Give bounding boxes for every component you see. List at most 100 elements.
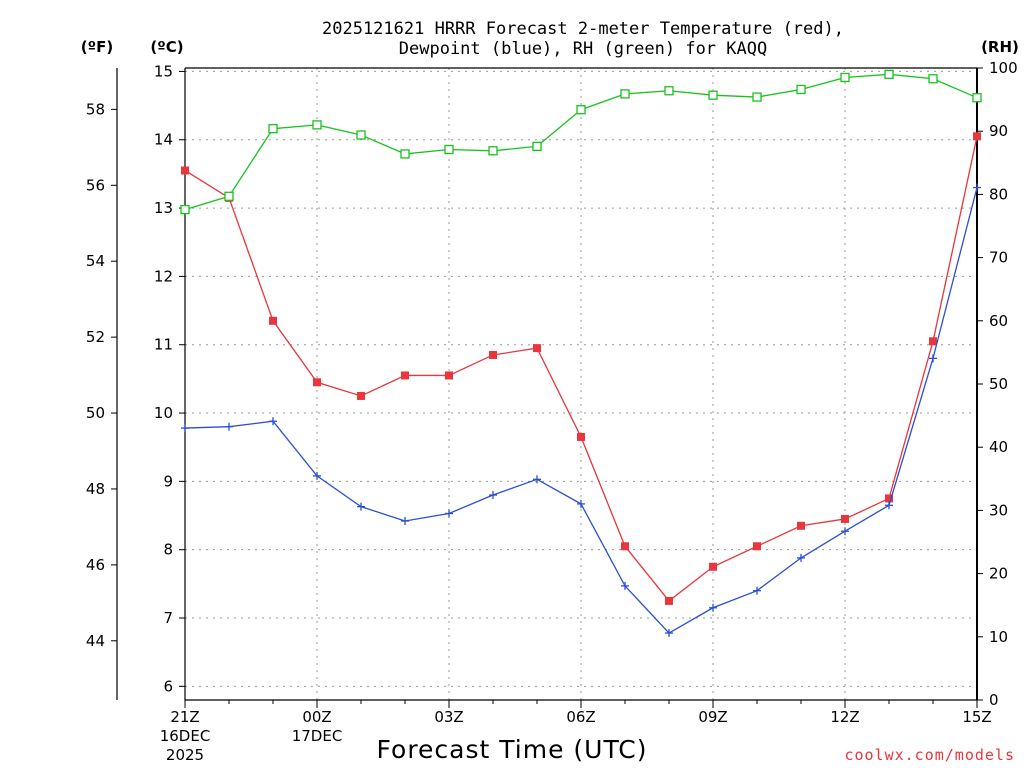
rh-point — [400, 149, 410, 159]
temperature-point — [445, 371, 453, 380]
dewpoint-point — [357, 502, 365, 511]
temperature-point — [885, 494, 893, 503]
celsius-tick-label: 14 — [154, 131, 173, 149]
rh-tick-label: 20 — [989, 565, 1008, 583]
dewpoint-point — [841, 527, 849, 536]
fahrenheit-tick-label: 54 — [86, 252, 105, 270]
temperature-point — [709, 562, 717, 571]
celsius-tick-label: 9 — [163, 472, 173, 490]
rh-tick-label: 60 — [989, 312, 1008, 330]
x-tick-label: 21Z — [170, 708, 199, 726]
axes: 6 7 8 9 10 11 12 13 14 15 44 46 48 50 52 54 56 58 0 10 20 30 4… — [86, 59, 1018, 764]
temperature-point — [401, 371, 409, 380]
rh-unit-label: (RH) — [981, 38, 1019, 56]
celsius-tick-label: 12 — [154, 267, 173, 285]
dewpoint-point — [929, 354, 937, 363]
temperature-point — [313, 378, 321, 387]
rh-point — [224, 191, 234, 201]
x-tick-label: 03Z — [434, 708, 463, 726]
temperature-point — [269, 316, 277, 325]
rh-point — [312, 120, 322, 130]
temperature-point — [357, 391, 365, 400]
rh-tick-label: 50 — [989, 375, 1008, 393]
fahrenheit-tick-label: 48 — [86, 480, 105, 498]
chart-title-line-2: Dewpoint (blue), RH (green) for KAQQ — [399, 39, 767, 59]
fahrenheit-tick-label: 52 — [86, 328, 105, 346]
rh-point — [180, 204, 190, 215]
credit-text: coolwx.com/models — [844, 746, 1015, 764]
dewpoint-point — [665, 629, 673, 638]
rh-tick-label: 90 — [989, 122, 1008, 140]
rh-point — [796, 84, 806, 95]
series — [180, 69, 982, 638]
x-tick-label: 16DEC — [160, 727, 211, 745]
rh-point — [928, 74, 938, 84]
fahrenheit-tick-label: 50 — [86, 404, 105, 422]
dewpoint-point — [225, 422, 233, 431]
gridlines — [185, 68, 977, 700]
dewpoint-point — [797, 553, 805, 562]
rh-tick-label: 80 — [989, 185, 1008, 203]
temperature-point — [929, 337, 937, 346]
rh-point — [444, 144, 454, 155]
x-tick-label: 12Z — [830, 708, 859, 726]
celsius-tick-label: 8 — [163, 541, 173, 559]
fahrenheit-tick-label: 46 — [86, 556, 105, 574]
rh-point — [488, 146, 498, 156]
series-rh — [180, 69, 982, 215]
series-dewpoint — [181, 183, 981, 638]
rh-tick-label: 70 — [989, 249, 1008, 267]
celsius-tick-label: 13 — [154, 199, 173, 217]
dewpoint-point — [489, 491, 497, 500]
temperature-point — [621, 542, 629, 551]
rh-point — [268, 124, 278, 134]
rh-tick-label: 10 — [989, 628, 1008, 646]
celsius-tick-label: 7 — [163, 609, 173, 627]
temperature-point — [665, 596, 673, 605]
temperature-point — [973, 132, 981, 141]
dewpoint-point — [269, 417, 277, 426]
x-tick-label: 17DEC — [292, 727, 343, 745]
x-tick-label: 00Z — [302, 708, 331, 726]
fahrenheit-tick-label: 56 — [86, 176, 105, 194]
dewpoint-point — [181, 424, 189, 433]
x-tick-label: 15Z — [962, 708, 991, 726]
celsius-tick-label: 10 — [154, 404, 173, 422]
rh-point — [664, 86, 674, 96]
celsius-tick-label: 11 — [154, 336, 173, 354]
fahrenheit-tick-label: 44 — [86, 632, 105, 650]
x-tick-label: 2025 — [166, 746, 204, 764]
temperature-point — [841, 514, 849, 523]
celsius-tick-label: 6 — [163, 677, 173, 695]
temperature-point — [181, 166, 189, 175]
rh-point — [884, 69, 894, 79]
rh-tick-label: 40 — [989, 438, 1008, 456]
x-axis-title: Forecast Time (UTC) — [377, 735, 648, 764]
rh-point — [576, 105, 586, 115]
celsius-unit-label: (ºC) — [150, 38, 183, 56]
rh-tick-label: 0 — [989, 691, 999, 709]
rh-point — [532, 141, 542, 152]
fahrenheit-unit-label: (ºF) — [81, 38, 113, 56]
x-tick-label: 06Z — [566, 708, 595, 726]
dewpoint-point — [445, 509, 453, 518]
rh-point — [708, 90, 718, 100]
series-temperature — [181, 132, 981, 605]
dewpoint-point — [973, 183, 981, 192]
dewpoint-point — [753, 586, 761, 595]
temperature-point — [577, 432, 585, 441]
temperature-point — [797, 521, 805, 530]
rh-point — [752, 92, 762, 102]
x-tick-label: 09Z — [698, 708, 727, 726]
dewpoint-point — [709, 603, 717, 612]
dewpoint-point — [401, 516, 409, 525]
temperature-point — [489, 350, 497, 359]
rh-line — [184, 73, 978, 211]
rh-tick-label: 30 — [989, 501, 1008, 519]
temperature-point — [533, 344, 541, 353]
rh-point — [972, 93, 982, 103]
celsius-tick-label: 15 — [154, 62, 173, 80]
rh-point — [840, 72, 850, 83]
rh-point — [356, 130, 366, 140]
